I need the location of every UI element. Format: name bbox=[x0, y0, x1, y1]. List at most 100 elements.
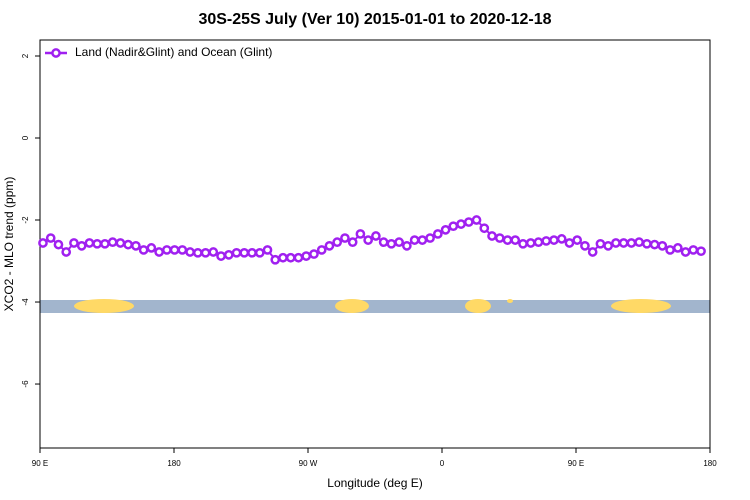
point bbox=[463, 217, 474, 227]
point bbox=[657, 240, 668, 251]
surface-band bbox=[40, 299, 710, 313]
point bbox=[45, 233, 56, 243]
point bbox=[479, 223, 490, 234]
point bbox=[371, 231, 381, 241]
point bbox=[162, 245, 172, 255]
point bbox=[92, 238, 103, 249]
point bbox=[618, 238, 629, 248]
point bbox=[223, 250, 234, 260]
point bbox=[100, 238, 110, 249]
point bbox=[309, 249, 319, 259]
point bbox=[192, 247, 203, 258]
point bbox=[696, 246, 706, 257]
legend-label: Land (Nadir&Glint) and Ocean (Glint) bbox=[75, 45, 272, 59]
point bbox=[216, 251, 226, 261]
point bbox=[169, 245, 180, 255]
point bbox=[572, 235, 583, 245]
point bbox=[38, 238, 48, 248]
x-tick-label: 180 bbox=[703, 459, 717, 468]
point bbox=[131, 240, 141, 251]
point bbox=[69, 238, 79, 248]
point bbox=[432, 229, 443, 239]
point bbox=[587, 247, 598, 257]
point bbox=[76, 240, 87, 251]
point bbox=[440, 225, 451, 235]
point bbox=[154, 247, 164, 257]
point bbox=[680, 247, 691, 257]
point bbox=[200, 247, 211, 258]
point bbox=[556, 234, 567, 244]
point bbox=[533, 237, 544, 248]
point bbox=[239, 247, 250, 258]
point bbox=[61, 247, 72, 257]
land-band bbox=[74, 299, 134, 313]
point bbox=[549, 235, 559, 245]
point bbox=[115, 238, 126, 248]
point bbox=[409, 235, 420, 245]
ocean-band bbox=[40, 300, 710, 313]
point bbox=[107, 237, 118, 248]
point bbox=[672, 243, 683, 253]
point bbox=[84, 238, 95, 248]
y-tick-label: -6 bbox=[21, 380, 30, 388]
point bbox=[231, 247, 242, 258]
point bbox=[487, 231, 497, 241]
legend-marker bbox=[51, 48, 61, 58]
point bbox=[386, 238, 397, 249]
point bbox=[611, 238, 621, 248]
point bbox=[626, 238, 637, 248]
point bbox=[642, 238, 652, 249]
point bbox=[146, 243, 157, 253]
point bbox=[649, 239, 660, 250]
point bbox=[278, 252, 288, 263]
point bbox=[634, 237, 644, 248]
point bbox=[138, 245, 149, 255]
land-band bbox=[611, 299, 671, 313]
point bbox=[53, 239, 64, 250]
point bbox=[208, 247, 219, 257]
point bbox=[324, 240, 335, 251]
x-tick-label: 90 E bbox=[568, 459, 584, 468]
y-tick-label: 0 bbox=[21, 135, 30, 140]
land-band bbox=[465, 299, 491, 313]
point bbox=[123, 239, 133, 250]
point bbox=[580, 240, 590, 251]
point bbox=[402, 240, 412, 251]
point bbox=[494, 233, 505, 243]
point bbox=[510, 235, 521, 245]
point bbox=[262, 245, 273, 255]
x-tick-label: 180 bbox=[167, 459, 181, 468]
point bbox=[603, 240, 614, 251]
y-tick-label: 2 bbox=[21, 53, 30, 58]
point bbox=[518, 238, 528, 249]
y-tick-label: -2 bbox=[21, 216, 30, 224]
point bbox=[502, 235, 513, 245]
point bbox=[525, 238, 536, 248]
point bbox=[285, 252, 296, 263]
point bbox=[185, 247, 195, 257]
land-band bbox=[335, 299, 369, 313]
point bbox=[355, 229, 366, 239]
point bbox=[301, 251, 312, 261]
y-axis-label: XCO2 - MLO trend (ppm) bbox=[2, 177, 16, 312]
x-tick-label: 90 E bbox=[32, 459, 48, 468]
point bbox=[456, 219, 466, 229]
land-band bbox=[507, 299, 513, 303]
y-tick-label: -4 bbox=[21, 298, 30, 306]
point bbox=[448, 221, 459, 232]
point bbox=[293, 252, 304, 263]
point bbox=[541, 236, 552, 246]
point bbox=[177, 245, 188, 255]
point bbox=[254, 247, 265, 258]
point bbox=[340, 233, 350, 243]
point bbox=[347, 237, 358, 248]
x-tick-label: 90 W bbox=[299, 459, 318, 468]
point bbox=[688, 245, 699, 255]
point bbox=[332, 237, 343, 248]
point bbox=[316, 245, 327, 255]
point bbox=[378, 237, 389, 248]
point bbox=[394, 237, 404, 248]
point bbox=[595, 238, 606, 249]
chart-title: 30S-25S July (Ver 10) 2015-01-01 to 2020… bbox=[198, 11, 551, 28]
